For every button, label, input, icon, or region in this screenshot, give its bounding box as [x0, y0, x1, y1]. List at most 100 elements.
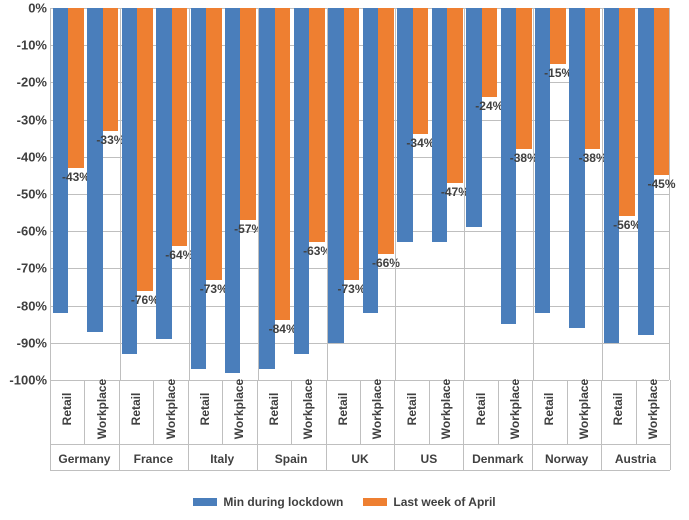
x-sub-label: Workplace [164, 379, 178, 439]
bar-last-week-april [516, 8, 532, 149]
bar-last-week-april [585, 8, 601, 149]
bar-last-week-april [103, 8, 119, 131]
bar-last-week-april [240, 8, 256, 220]
group-separator-ext [257, 380, 258, 470]
country-label: France [134, 452, 173, 466]
country-label: Denmark [472, 452, 523, 466]
bar-min-lockdown [191, 8, 207, 369]
y-axis-label: -30% [17, 112, 47, 127]
sub-separator [222, 380, 223, 444]
plot-area: -43%-33%-76%-64%-73%-57%-84%-63%-73%-66%… [50, 8, 670, 380]
bar-last-week-april [206, 8, 222, 280]
data-label: -56% [613, 218, 641, 232]
sub-separator [429, 380, 430, 444]
data-label: -34% [406, 136, 434, 150]
x-sub-label: Workplace [95, 379, 109, 439]
y-axis-label: -60% [17, 224, 47, 239]
data-label: -15% [544, 66, 572, 80]
country-label: Italy [210, 452, 234, 466]
group-separator-ext [532, 380, 533, 470]
bar-last-week-april [378, 8, 394, 254]
country-label: Germany [58, 452, 110, 466]
legend-item: Last week of April [363, 495, 495, 509]
country-label: US [421, 452, 438, 466]
x-sub-label: Retail [198, 393, 212, 426]
country-label: Austria [615, 452, 656, 466]
x-sub-label: Workplace [646, 379, 660, 439]
y-axis-label: -50% [17, 187, 47, 202]
x-sub-label: Workplace [232, 379, 246, 439]
data-label: -45% [648, 177, 676, 191]
y-axis-label: -40% [17, 149, 47, 164]
bar-min-lockdown [397, 8, 413, 242]
bar-last-week-april [447, 8, 463, 183]
y-axis-label: -20% [17, 75, 47, 90]
bar-last-week-april [68, 8, 84, 168]
x-sub-label: Retail [405, 393, 419, 426]
bar-min-lockdown [53, 8, 69, 313]
data-label: -73% [338, 282, 366, 296]
data-label: -24% [475, 99, 503, 113]
x-sub-label: Workplace [439, 379, 453, 439]
axis-line [50, 444, 670, 445]
sub-separator [84, 380, 85, 444]
group-separator-ext [188, 380, 189, 470]
x-sub-label: Workplace [508, 379, 522, 439]
y-axis-label: -100% [9, 373, 47, 388]
x-sub-label: Retail [542, 393, 556, 426]
x-sub-label: Retail [267, 393, 281, 426]
group-separator-ext [119, 380, 120, 470]
bar-last-week-april [137, 8, 153, 291]
bar-last-week-april [344, 8, 360, 280]
bar-last-week-april [275, 8, 291, 320]
bar-last-week-april [172, 8, 188, 246]
sub-separator [636, 380, 637, 444]
group-separator-ext [463, 380, 464, 470]
legend-item: Min during lockdown [193, 495, 343, 509]
x-sub-label: Retail [336, 393, 350, 426]
data-label: -76% [131, 293, 159, 307]
data-label: -73% [200, 282, 228, 296]
legend-label: Min during lockdown [223, 495, 343, 509]
group-separator-ext [670, 380, 671, 470]
bar-min-lockdown [259, 8, 275, 369]
country-label: Norway [545, 452, 588, 466]
sub-separator [153, 380, 154, 444]
y-axis-label: -70% [17, 261, 47, 276]
group-separator-ext [50, 380, 51, 470]
bar-min-lockdown [156, 8, 172, 339]
y-axis-label: -10% [17, 38, 47, 53]
mobility-chart: -43%-33%-76%-64%-73%-57%-84%-63%-73%-66%… [0, 0, 689, 520]
bar-min-lockdown [501, 8, 517, 324]
x-sub-label: Workplace [577, 379, 591, 439]
x-sub-label: Workplace [301, 379, 315, 439]
group-separator-ext [394, 380, 395, 470]
bar-min-lockdown [604, 8, 620, 343]
legend-swatch [363, 498, 387, 506]
group-separator-ext [326, 380, 327, 470]
sub-separator [567, 380, 568, 444]
x-sub-label: Retail [611, 393, 625, 426]
bar-last-week-april [309, 8, 325, 242]
bar-min-lockdown [638, 8, 654, 335]
legend: Min during lockdown Last week of April [0, 495, 689, 509]
bar-min-lockdown [225, 8, 241, 373]
legend-label: Last week of April [393, 495, 495, 509]
bar-min-lockdown [466, 8, 482, 227]
y-axis-label: -80% [17, 298, 47, 313]
bar-last-week-april [619, 8, 635, 216]
x-sub-label: Retail [474, 393, 488, 426]
bar-min-lockdown [294, 8, 310, 354]
sub-separator [360, 380, 361, 444]
group-separator-ext [601, 380, 602, 470]
y-axis-label: 0% [28, 1, 47, 16]
bar-min-lockdown [87, 8, 103, 332]
legend-swatch [193, 498, 217, 506]
data-label: -43% [62, 170, 90, 184]
x-sub-label: Workplace [370, 379, 384, 439]
bar-last-week-april [654, 8, 670, 175]
x-sub-label: Retail [129, 393, 143, 426]
country-label: Spain [275, 452, 308, 466]
bar-min-lockdown [432, 8, 448, 242]
bar-last-week-april [413, 8, 429, 134]
